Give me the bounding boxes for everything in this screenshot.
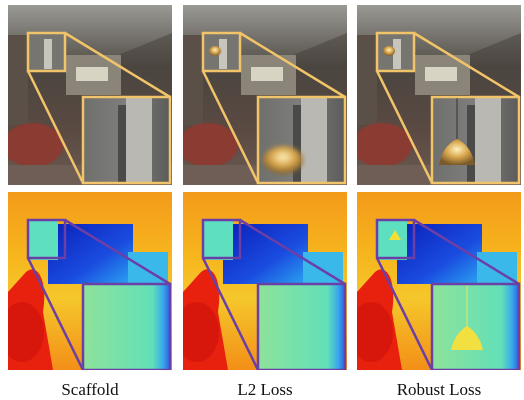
chair (349, 302, 393, 362)
left-wall (357, 35, 377, 125)
chair (175, 302, 219, 362)
inset-post-shadow (467, 105, 475, 183)
lamp (209, 46, 221, 56)
inset-post (126, 97, 152, 183)
chair (3, 123, 63, 167)
chair (0, 302, 44, 362)
left-wall (183, 35, 203, 125)
zoom-inset (258, 284, 345, 370)
photo-panel (178, 5, 347, 185)
photo-panel (352, 5, 521, 185)
window (251, 67, 283, 81)
chair (178, 123, 238, 167)
zoom-inset (432, 284, 519, 370)
window (76, 67, 108, 81)
figure: Scaffold L2 Loss Robust Loss (0, 0, 524, 400)
left-wall (8, 35, 28, 125)
inset-post-shadow (118, 105, 126, 183)
inset-lamp (263, 146, 303, 174)
caption: L2 Loss (237, 380, 292, 399)
caption: Robust Loss (397, 380, 482, 399)
depth-panel (0, 192, 172, 370)
lamp (383, 46, 395, 56)
depth-panel (175, 192, 347, 370)
inset-post (475, 97, 501, 183)
zoom-source-post (393, 39, 401, 69)
zoom-source-post (219, 39, 227, 69)
mid-region (203, 220, 233, 260)
mid-region (28, 220, 58, 260)
photo-panel (3, 5, 172, 185)
depth-panel (349, 192, 521, 370)
zoom-source-post (44, 39, 52, 69)
inset-post (301, 97, 327, 183)
caption: Scaffold (61, 380, 119, 399)
chair (352, 123, 412, 167)
zoom-inset (83, 284, 170, 370)
window (425, 67, 457, 81)
